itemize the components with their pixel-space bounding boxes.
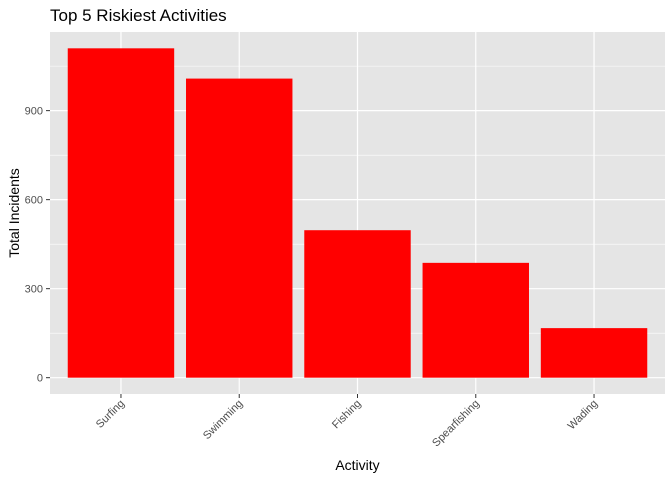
- x-tick-label: Fishing: [330, 398, 364, 432]
- bar-swimming: [186, 78, 293, 378]
- x-tick-label: Spearfishing: [430, 398, 482, 450]
- y-tick-label: 300: [25, 284, 43, 296]
- bar-surfing: [67, 48, 175, 378]
- x-tick-label: Surfing: [94, 398, 127, 431]
- y-tick-label: 900: [25, 106, 43, 118]
- bars: [67, 48, 648, 378]
- bar-fishing: [304, 230, 411, 378]
- bar-wading: [540, 328, 648, 378]
- x-axis-ticks: Surfing Swimming Fishing Spearfishing Wading: [94, 394, 600, 449]
- bar-spearfishing: [422, 262, 529, 378]
- y-tick-label: 600: [25, 195, 43, 207]
- y-tick-label: 0: [37, 373, 43, 385]
- x-axis-title: Activity: [335, 457, 379, 473]
- x-tick-label: Wading: [566, 398, 601, 433]
- y-axis-title: Total Incidents: [6, 168, 22, 258]
- x-tick-label: Swimming: [201, 398, 245, 442]
- chart-title: Top 5 Riskiest Activities: [50, 6, 227, 25]
- y-axis-ticks: 0 300 600 900: [25, 106, 50, 385]
